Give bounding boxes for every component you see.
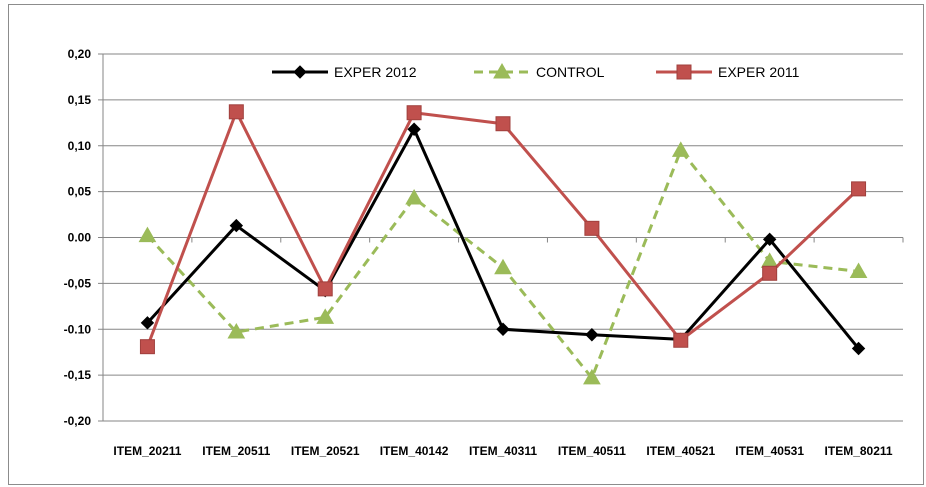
gridlines [103, 53, 903, 422]
series-exper-2011 [139, 104, 867, 355]
data-point [407, 122, 421, 136]
data-point [760, 252, 779, 268]
x-tick-labels: ITEM_20211 ITEM_20511 ITEM_20521 ITEM_40142… [113, 444, 892, 458]
data-point [316, 308, 335, 324]
y-tick-label: -0.10 [64, 322, 92, 336]
x-tick-label: ITEM_20511 [202, 444, 270, 458]
legend-marker [293, 65, 307, 79]
x-tick-label: ITEM_80211 [825, 444, 893, 458]
data-point [851, 181, 867, 197]
legend-label: EXPER 2011 [718, 64, 800, 80]
data-point [762, 232, 777, 247]
y-tick-label: 0,10 [68, 139, 92, 153]
x-tick-label: ITEM_20521 [291, 444, 360, 458]
x-tick-label: ITEM_40311 [469, 444, 537, 458]
data-point [229, 218, 244, 233]
y-tick-label: 0,15 [68, 93, 92, 107]
x-tick-label: ITEM_40531 [735, 444, 804, 458]
data-point [584, 220, 600, 236]
data-point [228, 104, 244, 120]
y-tick-label: -0,05 [64, 276, 92, 290]
data-point [585, 328, 599, 342]
series-exper-2012 [140, 122, 866, 356]
x-tick-label: ITEM_40521 [646, 444, 715, 458]
legend-entry: CONTROL [474, 62, 605, 80]
data-point [140, 316, 155, 330]
x-tick-label: ITEM_20211 [113, 444, 181, 458]
series-lines [138, 104, 868, 385]
legend-label: EXPER 2012 [334, 64, 417, 80]
data-point [851, 341, 866, 356]
legend-label: CONTROL [536, 64, 605, 80]
legend-marker [676, 64, 692, 80]
data-point [762, 265, 778, 281]
data-point [495, 116, 511, 132]
data-point [849, 262, 868, 278]
x-tick-label: ITEM_40142 [380, 444, 449, 458]
y-tick-label: 0,05 [68, 185, 92, 199]
legend-marker [493, 62, 511, 79]
legend: EXPER 2012 CONTROL EXPER 2011 [272, 62, 800, 80]
y-tick-label: -0,15 [64, 368, 92, 382]
data-point [139, 339, 155, 355]
series-line [146, 110, 860, 348]
y-tick-label: -0,20 [64, 414, 92, 428]
axes [98, 53, 904, 422]
data-point [583, 368, 601, 385]
data-point [227, 322, 246, 339]
data-point [673, 332, 689, 348]
y-tick-label: 0.00 [68, 231, 92, 245]
data-point [496, 322, 510, 336]
data-point [671, 141, 690, 157]
data-point [405, 189, 423, 205]
y-tick-labels: 0,20 0,15 0,10 0,05 0.00 -0,05 -0.10 -0,15 -0,20 [64, 47, 92, 428]
y-tick-label: 0,20 [68, 47, 92, 61]
data-point [317, 281, 333, 297]
x-tick-label: ITEM_40511 [558, 444, 626, 458]
data-point [494, 258, 512, 275]
data-point [406, 105, 422, 121]
data-point [138, 226, 157, 243]
series-control [138, 141, 868, 385]
legend-entry: EXPER 2011 [656, 64, 800, 80]
legend-entry: EXPER 2012 [272, 64, 417, 80]
